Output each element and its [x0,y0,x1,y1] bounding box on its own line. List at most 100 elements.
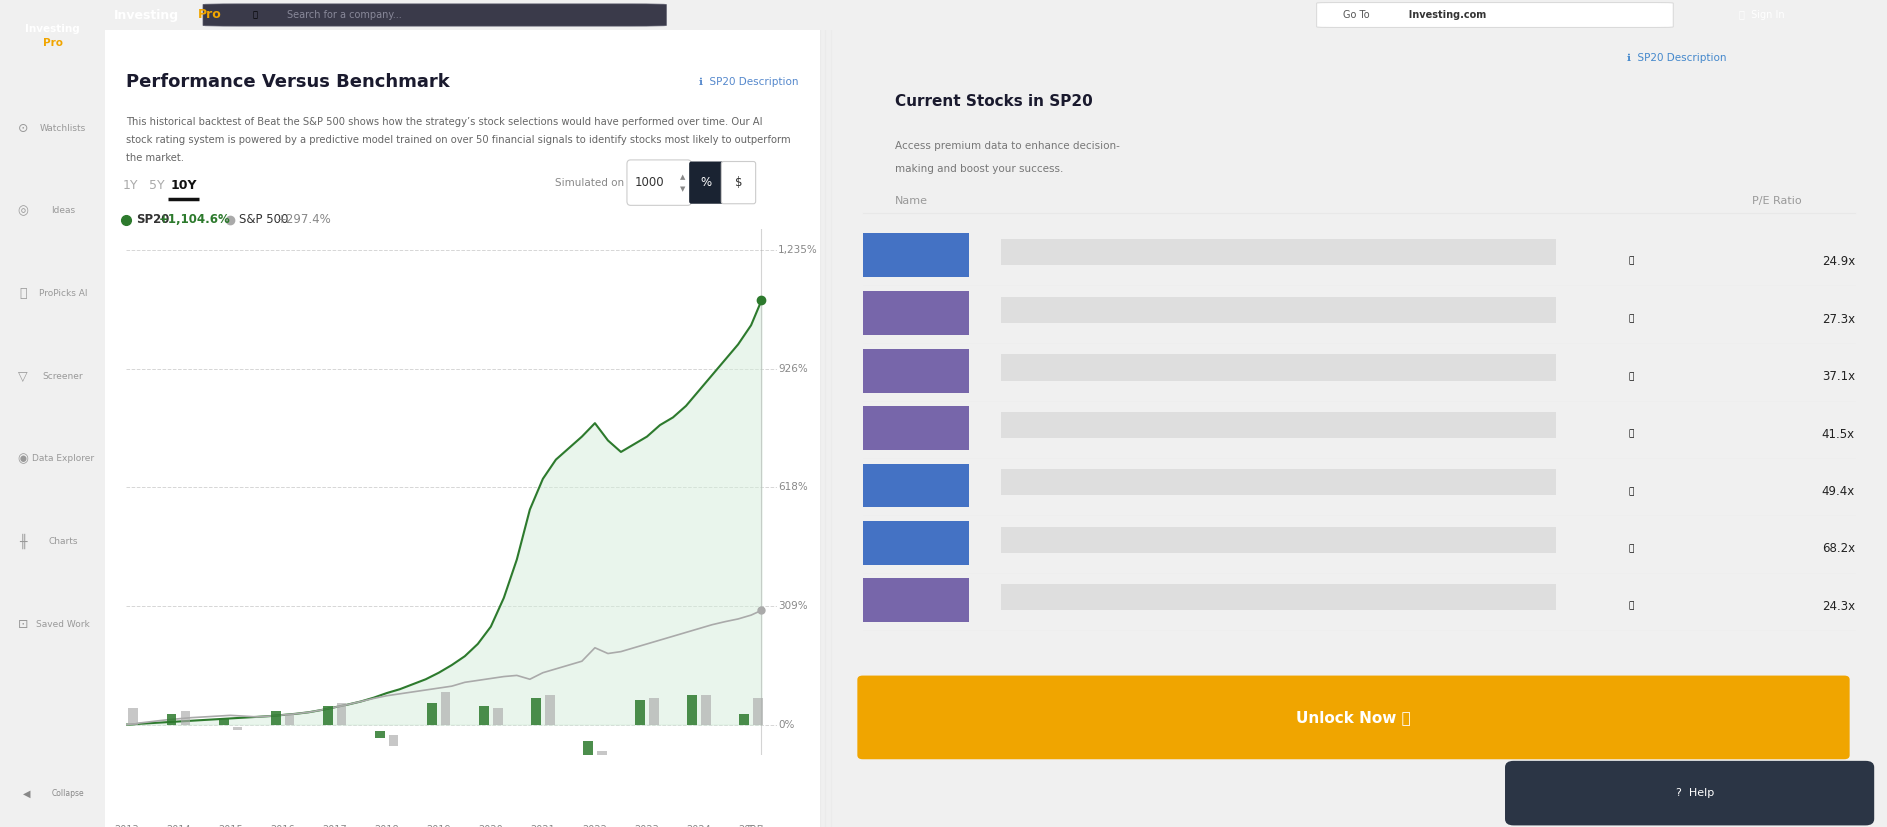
Text: 24.3x: 24.3x [1821,600,1855,613]
Text: Current Stocks in SP20: Current Stocks in SP20 [894,94,1093,109]
Text: Pro: Pro [43,38,62,48]
Bar [376,731,385,738]
Text: 5Y: 5Y [149,179,164,192]
Bar [285,714,294,724]
Bar [493,709,502,724]
Text: Go To: Go To [1344,10,1370,20]
Text: This historical backtest of Beat the S&P 500 shows how the strategy’s stock sele: This historical backtest of Beat the S&P… [126,117,762,127]
Bar [530,698,542,724]
Bar [442,692,451,724]
Text: 309%: 309% [777,601,808,611]
Bar [128,709,138,724]
Text: P/E Ratio: P/E Ratio [1751,196,1802,207]
Text: ╫: ╫ [19,534,26,549]
Text: Data Explorer: Data Explorer [32,455,94,463]
Text: 27.3x: 27.3x [1821,313,1855,326]
Bar [862,406,970,450]
Bar [596,752,606,778]
Text: Screener: Screener [43,372,83,380]
FancyBboxPatch shape [204,4,666,26]
Bar [702,695,711,724]
Bar [336,703,347,724]
Text: $: $ [734,175,742,189]
Text: 37.1x: 37.1x [1821,370,1855,383]
Text: ℹ  SP20 Description: ℹ SP20 Description [698,77,798,87]
Bar [862,349,970,393]
Bar [1002,584,1557,610]
Bar [219,719,228,724]
Bar [862,521,970,565]
Text: 1000: 1000 [636,175,664,189]
FancyBboxPatch shape [689,161,723,203]
Bar [740,714,749,724]
Bar [232,727,242,730]
Bar [862,291,970,335]
Bar [1002,412,1557,438]
Text: 👤  Sign In: 👤 Sign In [1740,10,1785,20]
Text: 68.2x: 68.2x [1821,543,1855,556]
Bar [323,705,332,724]
Text: ▼: ▼ [679,186,685,193]
Text: ▽: ▽ [19,370,28,383]
Text: Pro: Pro [198,8,221,22]
Text: 🔒: 🔒 [1628,256,1634,265]
FancyBboxPatch shape [1317,2,1674,27]
Text: SP20: SP20 [136,213,170,227]
Text: ℹ  SP20 Description: ℹ SP20 Description [1627,53,1727,63]
Text: 0%: 0% [777,719,794,729]
Text: 24.9x: 24.9x [1821,255,1855,268]
Text: +1,104.6%: +1,104.6% [159,213,230,227]
Text: 🔒: 🔒 [1628,602,1634,610]
Text: 1Y: 1Y [123,179,138,192]
Text: Investing: Investing [113,8,179,22]
Text: 926%: 926% [777,364,808,374]
Bar [479,705,489,724]
Text: Charts: Charts [49,538,77,546]
Text: Collapse: Collapse [53,790,85,798]
Bar [272,711,281,724]
Text: Ideas: Ideas [51,207,75,215]
Text: %: % [700,175,711,189]
Text: making and boost your success.: making and boost your success. [894,165,1062,174]
Text: Search for a company...: Search for a company... [287,10,402,20]
Bar [115,720,125,724]
Bar [181,711,191,724]
Bar [1002,239,1557,265]
Text: ⊡: ⊡ [17,618,28,631]
Bar [753,698,762,724]
Text: ProPicks AI: ProPicks AI [40,289,87,298]
Text: ?  Help: ? Help [1676,788,1713,798]
Bar [166,714,177,724]
FancyBboxPatch shape [1506,761,1874,825]
Text: Saved Work: Saved Work [36,620,91,629]
Text: 🔒: 🔒 [1628,487,1634,496]
Text: ◎: ◎ [17,204,28,218]
Text: Simulated on: Simulated on [555,178,625,188]
Bar [636,700,645,724]
FancyBboxPatch shape [626,160,691,205]
Text: Investing: Investing [25,24,79,34]
Text: ◉: ◉ [17,452,28,466]
Bar [545,695,555,724]
Text: ▲: ▲ [679,174,685,180]
Text: ⊙: ⊙ [17,122,28,135]
Text: +297.4%: +297.4% [277,213,332,227]
Bar [687,695,696,724]
Text: Performance Versus Benchmark: Performance Versus Benchmark [126,73,451,91]
Text: 🔒: 🔒 [1628,429,1634,438]
Bar [1002,297,1557,323]
Bar [862,578,970,622]
Bar [426,703,436,724]
Text: S&P 500: S&P 500 [240,213,289,227]
Text: the market.: the market. [126,153,185,163]
FancyBboxPatch shape [721,161,755,203]
Text: 🔒: 🔒 [1628,372,1634,381]
Text: 41.5x: 41.5x [1821,428,1855,441]
Text: 🔍: 🔍 [253,11,259,20]
Text: 🔒: 🔒 [1628,544,1634,553]
Text: Watchlists: Watchlists [40,124,87,132]
Text: ◀: ◀ [23,789,30,799]
Bar [389,735,398,746]
Text: 🔒: 🔒 [1628,315,1634,324]
Text: 10Y: 10Y [170,179,196,192]
